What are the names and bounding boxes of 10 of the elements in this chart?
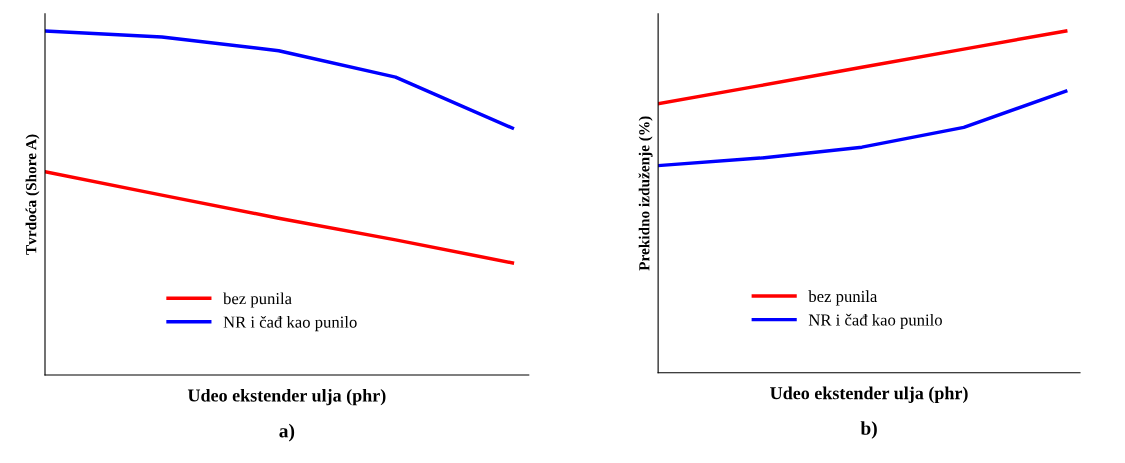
x-axis-title: Udeo ekstender ulja (phr) xyxy=(770,386,968,403)
y-axis-title: Prekidno izduženje (%) xyxy=(638,116,653,271)
y-axis-title: Tvrdoća (Shore A) xyxy=(25,134,40,255)
text: a) xyxy=(279,423,295,442)
legend-label: bez punila xyxy=(223,292,292,308)
x-axis-title: Udeo ekstender ulja (phr) xyxy=(187,388,386,406)
legend-label: NR i čađ kao punilo xyxy=(808,313,942,330)
legend-label: NR i čađ kao punilo xyxy=(223,315,357,332)
text: b) xyxy=(860,421,877,439)
legend-label: bez punila xyxy=(808,290,878,306)
